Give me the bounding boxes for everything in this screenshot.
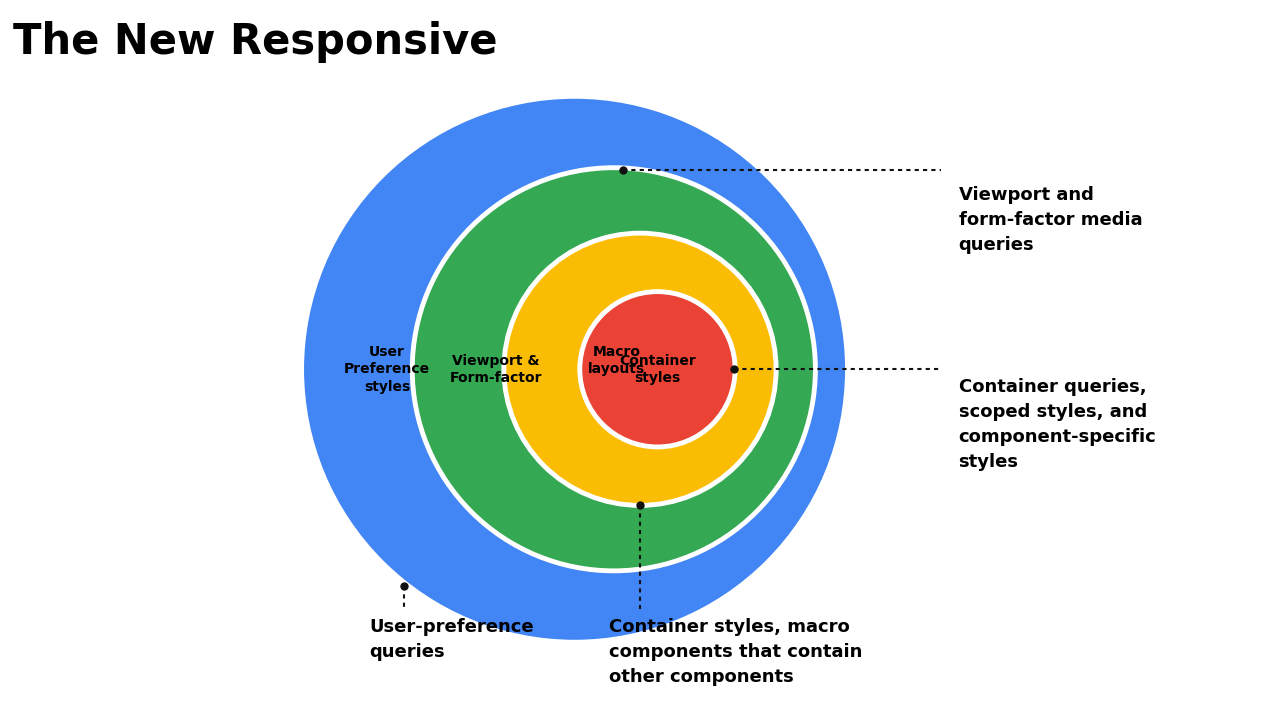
Text: Macro
layouts: Macro layouts [588,345,645,376]
Ellipse shape [305,99,845,640]
Text: Container styles, macro
components that contain
other components: Container styles, macro components that … [609,618,863,686]
Ellipse shape [581,293,735,446]
Ellipse shape [413,168,814,570]
Text: User
Preference
styles: User Preference styles [344,345,430,394]
Text: The New Responsive: The New Responsive [13,21,498,63]
Ellipse shape [504,234,776,505]
Text: Container
styles: Container styles [620,354,696,385]
Text: Container queries,
scoped styles, and
component-specific
styles: Container queries, scoped styles, and co… [959,378,1156,471]
Text: User-preference
queries: User-preference queries [370,618,534,661]
Text: Viewport &
Form-factor: Viewport & Form-factor [449,354,543,385]
Text: Viewport and
form-factor media
queries: Viewport and form-factor media queries [959,186,1142,254]
